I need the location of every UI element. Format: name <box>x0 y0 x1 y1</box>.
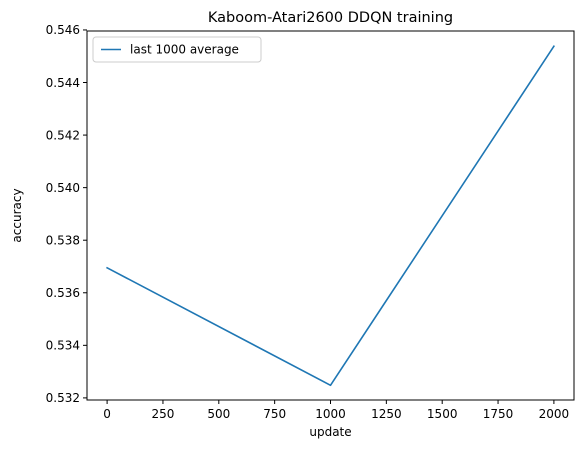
y-tick-label: 0.546 <box>46 23 80 37</box>
y-tick-label: 0.540 <box>46 181 80 195</box>
series-layer <box>106 45 555 387</box>
y-tick-label: 0.534 <box>46 339 80 353</box>
series-line <box>106 45 555 387</box>
x-tick-label: 0 <box>103 407 111 421</box>
x-tick-label: 1500 <box>427 407 458 421</box>
legend-box <box>92 36 262 63</box>
y-tick-label: 0.536 <box>46 286 80 300</box>
y-tick-label: 0.544 <box>46 76 80 90</box>
x-tick-label: 500 <box>207 407 230 421</box>
y-tick-label: 0.532 <box>46 391 80 405</box>
x-tick-label: 1250 <box>371 407 402 421</box>
x-tick-label: 250 <box>152 407 175 421</box>
legend: last 1000 average <box>92 36 262 63</box>
chart-title: Kaboom-Atari2600 DDQN training <box>208 10 453 26</box>
x-axis-ticks: 0 250 500 750 1000 1250 1500 1750 2000 <box>103 400 569 421</box>
x-tick-label: 1000 <box>315 407 346 421</box>
legend-label: last 1000 average <box>130 43 239 57</box>
x-tick-label: 750 <box>263 407 286 421</box>
x-tick-label: 2000 <box>539 407 570 421</box>
y-axis-label: accuracy <box>10 188 24 242</box>
y-axis-ticks: 0.532 0.534 0.536 0.538 0.540 0.542 0.544 0.546 <box>46 23 87 405</box>
y-tick-label: 0.542 <box>46 128 80 142</box>
y-tick-label: 0.538 <box>46 234 80 248</box>
x-tick-label: 1750 <box>483 407 514 421</box>
x-axis-label: update <box>309 425 351 439</box>
